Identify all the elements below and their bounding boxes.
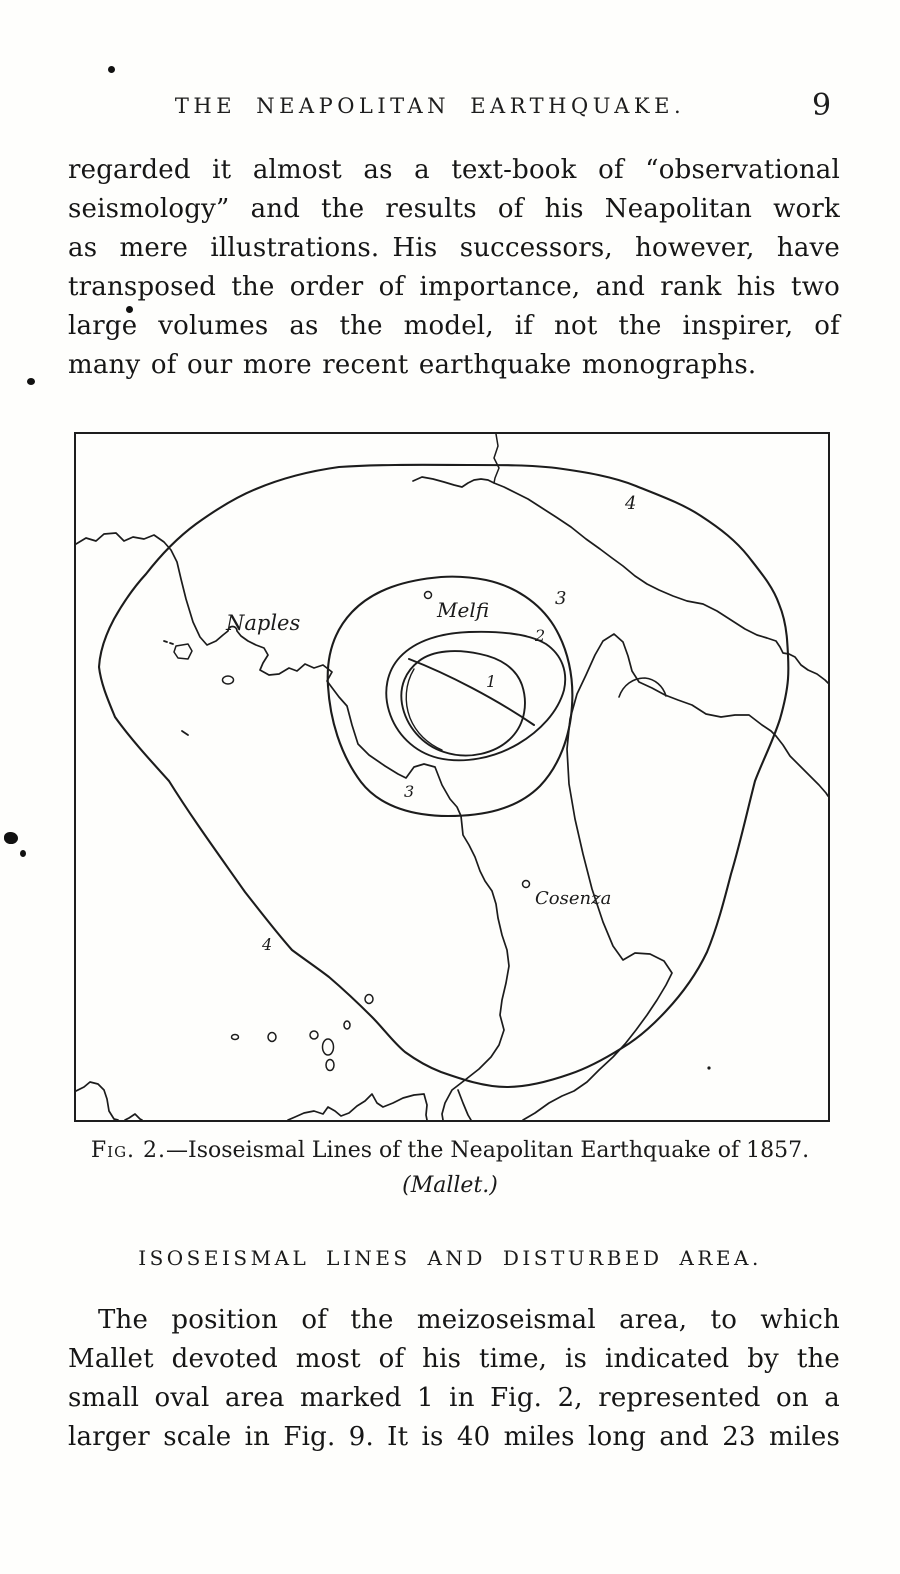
coastline-west [76, 532, 510, 1120]
text-line: Mallet devoted most of his time, is indi… [68, 1344, 840, 1374]
island-capri [221, 675, 235, 685]
isoseismal-contour-3 [326, 575, 574, 818]
map-ink-speck [707, 1066, 711, 1070]
contour-1-axis-line [408, 658, 535, 726]
isoseismal-contour-1 [400, 650, 526, 757]
ink-speck [4, 832, 18, 844]
island-aeolian-lipari [321, 1038, 335, 1056]
contour-3-label-top: 3 [555, 588, 566, 609]
contour-3-label-bottom: 3 [404, 782, 414, 801]
text-line: as mere illustrations. His successors, h… [68, 233, 840, 263]
isoseismal-contour-4 [97, 463, 790, 1089]
coastline-sicily-north [287, 1093, 428, 1120]
text-line: seismology” and the results of his Neapo… [68, 194, 840, 224]
ink-speck [20, 850, 26, 857]
caption-figure-number: Fig. 2. [90, 1138, 167, 1163]
ink-speck [126, 306, 133, 313]
coastline-sicily-west [76, 1081, 119, 1120]
island-ischia [173, 643, 193, 660]
ink-speck [27, 378, 35, 385]
running-header: THE NEAPOLITAN EARTHQUAKE. [174, 94, 686, 118]
text-line: large volumes as the model, if not the i… [68, 311, 840, 341]
coastline-adriatic [412, 476, 828, 684]
isoseismal-map-svg: Naples Melfi Cosenza 4 4 3 3 2 1 [76, 434, 828, 1120]
text-line: larger scale in Fig. 9. It is 40 miles l… [68, 1422, 840, 1452]
isoseismal-contour-2 [385, 630, 567, 762]
text-line: regarded it almost as a text-book of “ob… [68, 155, 840, 185]
contour-1-inner-line [405, 668, 443, 751]
melfi-town-marker [423, 590, 433, 600]
island-aeolian-6 [364, 993, 374, 1005]
caption-text: —Isoseismal Lines of the Neapolitan Eart… [166, 1138, 810, 1163]
contour-1-label: 1 [486, 672, 496, 691]
paragraph-bottom: The position of the meizoseismal area, t… [68, 1301, 840, 1457]
text-line: transposed the order of importance, and … [68, 272, 840, 302]
caption-line-1: Fig. 2.—Isoseismal Lines of the Neapolit… [0, 1133, 900, 1168]
coast-promontory [618, 677, 667, 698]
figure-caption: Fig. 2.—Isoseismal Lines of the Neapolit… [0, 1133, 900, 1203]
island-aeolian-4 [325, 1058, 335, 1072]
contour-4-label-left: 4 [261, 935, 272, 954]
caption-attribution: (Mallet.) [402, 1173, 498, 1198]
coastline-ionian [522, 633, 828, 1120]
cosenza-label: Cosenza [535, 888, 611, 909]
melfi-label: Melfi [436, 598, 489, 622]
island-aeolian-2 [267, 1031, 277, 1043]
text-line: The position of the meizoseismal area, t… [98, 1305, 840, 1335]
cosenza-town-marker [521, 879, 531, 889]
text-line: many of our more recent earthquake monog… [68, 350, 757, 380]
figure-2-map: Naples Melfi Cosenza 4 4 3 3 2 1 [74, 432, 830, 1122]
coastline-calabria-tip-east [457, 1089, 472, 1120]
coastline-sicily-bump [124, 1113, 143, 1120]
text-line: small oval area marked 1 in Fig. 2, repr… [68, 1383, 840, 1413]
ink-speck [108, 66, 115, 73]
paragraph-top: regarded it almost as a text-book of “ob… [68, 151, 840, 385]
section-heading: ISOSEISMAL LINES AND DISTURBED AREA. [138, 1246, 762, 1270]
island-aeolian-3 [309, 1030, 319, 1040]
running-header-row: THE NEAPOLITAN EARTHQUAKE. 9 [0, 88, 900, 132]
island-procida-specks [163, 640, 174, 645]
river-line [493, 434, 500, 484]
contour-2-label: 2 [534, 626, 545, 645]
naples-label: Naples [225, 611, 300, 635]
island-aeolian-5 [343, 1020, 351, 1030]
island-aeolian-1 [230, 1033, 240, 1041]
contour-4-label-top: 4 [624, 493, 636, 514]
page-number: 9 [812, 88, 832, 123]
coast-dash-mark [181, 730, 189, 736]
